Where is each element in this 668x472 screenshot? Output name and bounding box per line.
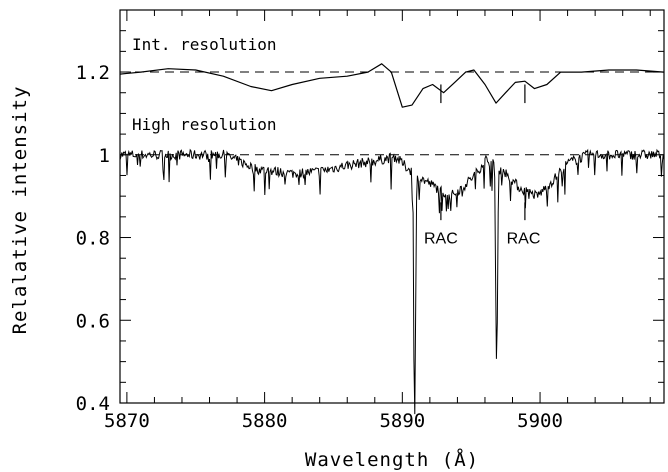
- rac-markers: [440, 84, 526, 221]
- plot-frame: [119, 9, 665, 404]
- series-label-int-resolution: Int. resolution: [132, 35, 277, 54]
- series-label-high-resolution: High resolution: [132, 115, 277, 134]
- x-tick-label: 5870: [104, 410, 150, 432]
- y-tick-label: 0.6: [76, 310, 110, 332]
- rac-annotation: RAC: [507, 231, 541, 248]
- x-tick-label: 5880: [242, 410, 288, 432]
- series-line-int-resolution: [119, 63, 665, 108]
- y-axis-label: Relalative intensity: [9, 86, 31, 335]
- y-tick-label: 1.2: [76, 62, 110, 84]
- y-tick-label: 0.4: [76, 393, 110, 415]
- rac-annotation: RAC: [424, 231, 458, 248]
- y-tick-label: 1: [99, 145, 110, 167]
- axis-tick-labels: 5870 5880 5890 5900 0.4 0.6 0.8 1 1.2: [76, 62, 563, 432]
- x-tick-label: 5890: [379, 410, 425, 432]
- x-axis-label: Wavelength (Å): [305, 448, 479, 471]
- axis-ticks: [120, 10, 664, 404]
- series-line-high-resolution: [119, 148, 665, 415]
- y-tick-label: 0.8: [76, 228, 110, 250]
- x-tick-label: 5900: [517, 410, 563, 432]
- reference-lines: [120, 71, 664, 156]
- spectrum-series: [119, 63, 665, 415]
